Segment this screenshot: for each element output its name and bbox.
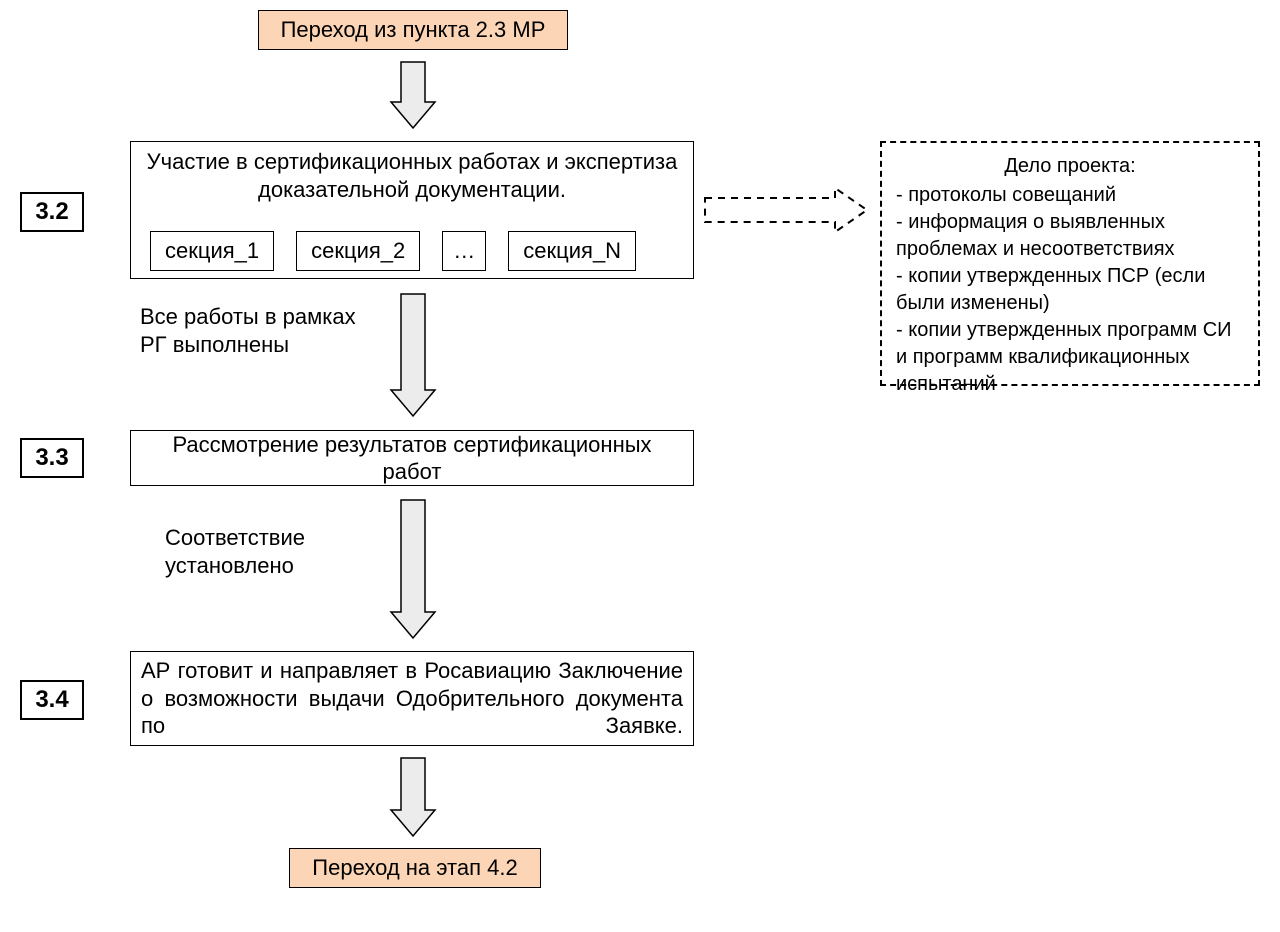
note-item-3: - копии утвержденных программ СИ и прогр… — [896, 317, 1244, 398]
note-item-2: - копии утвержденных ПСР (если были изме… — [896, 263, 1244, 317]
node-3-2-title: Участие в сертификационных работах и экс… — [141, 148, 683, 203]
subbox-ellipsis: … — [442, 231, 486, 271]
end-text: Переход на этап 4.2 — [312, 854, 517, 882]
start-terminal: Переход из пункта 2.3 МР — [258, 10, 568, 50]
node-3-3: Рассмотрение результатов сертификационны… — [130, 430, 694, 486]
edge-label-1-line1: Все работы в рамках — [140, 304, 356, 329]
step-label-3-3-text: 3.3 — [35, 444, 68, 472]
step-label-3-4: 3.4 — [20, 680, 84, 720]
edge-label-1-line2: РГ выполнены — [140, 332, 289, 357]
note-item-1: - информация о выявленных проблемах и не… — [896, 209, 1244, 263]
node-3-2-subboxes: секция_1 секция_2 … секция_N — [150, 231, 636, 271]
subbox-1: секция_1 — [150, 231, 274, 271]
arrow-down-3 — [391, 500, 435, 638]
arrow-right-dashed — [705, 188, 867, 232]
arrow-down-4 — [391, 758, 435, 836]
edge-label-1: Все работы в рамках РГ выполнены — [140, 303, 356, 358]
edge-label-2-line1: Соответствие — [165, 525, 305, 550]
edge-label-2: Соответствие установлено — [165, 524, 305, 579]
arrow-down-1 — [391, 62, 435, 128]
step-label-3-2-text: 3.2 — [35, 198, 68, 226]
step-label-3-2: 3.2 — [20, 192, 84, 232]
end-terminal: Переход на этап 4.2 — [289, 848, 541, 888]
subbox-2: секция_2 — [296, 231, 420, 271]
note-item-0: - протоколы совещаний — [896, 182, 1244, 209]
node-3-3-text: Рассмотрение результатов сертификационны… — [141, 431, 683, 486]
note-title: Дело проекта: — [896, 153, 1244, 180]
arrow-down-2 — [391, 294, 435, 416]
subbox-n: секция_N — [508, 231, 636, 271]
step-label-3-4-text: 3.4 — [35, 686, 68, 714]
edge-label-2-line2: установлено — [165, 553, 294, 578]
step-label-3-3: 3.3 — [20, 438, 84, 478]
note-box: Дело проекта: - протоколы совещаний - ин… — [880, 141, 1260, 386]
node-3-4: АР готовит и направляет в Росавиацию Зак… — [130, 651, 694, 746]
node-3-4-text: АР готовит и направляет в Росавиацию Зак… — [141, 657, 683, 740]
start-text: Переход из пункта 2.3 МР — [281, 16, 546, 44]
